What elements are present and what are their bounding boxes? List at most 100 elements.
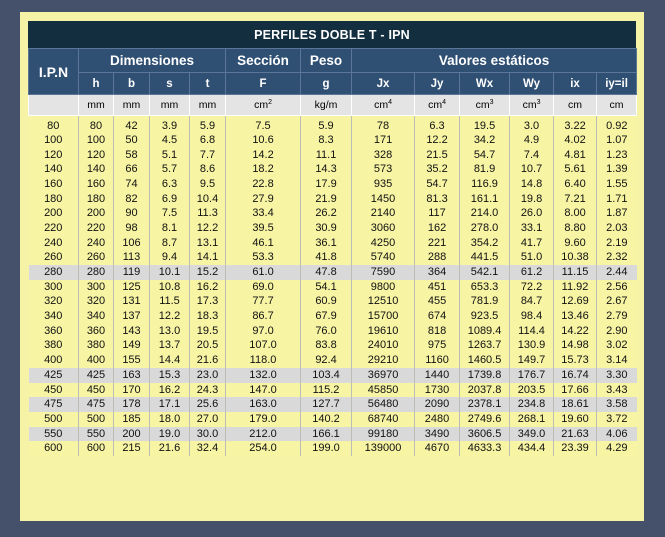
value-cell: 1.55: [596, 177, 637, 192]
value-cell: 163: [113, 368, 150, 383]
profile-size-cell: 475: [28, 397, 79, 413]
value-cell: 450: [78, 382, 114, 398]
value-cell: 340: [78, 309, 114, 324]
unit-cell: cm3: [459, 94, 511, 116]
value-cell: 10.6: [225, 133, 301, 148]
profile-size-cell: 200: [28, 206, 79, 222]
value-cell: 11.92: [553, 279, 597, 295]
value-cell: 212.0: [225, 426, 301, 442]
profile-size-cell: 550: [28, 426, 79, 442]
table-row: 260 260 113 9.4 14.1 53.3 41.8 5740 288 441.5 51.0…: [28, 250, 637, 266]
table-row: 240 240 106 8.7 13.1 46.1 36.1 4250 221 354.2 41.7…: [28, 235, 637, 251]
value-cell: 140: [78, 162, 114, 178]
value-cell: 32.4: [188, 441, 226, 457]
value-cell: 5.9: [300, 115, 352, 133]
value-cell: 434.4: [509, 441, 554, 457]
value-cell: 12.2: [414, 133, 460, 148]
value-cell: 11.5: [149, 294, 190, 310]
value-cell: 54.1: [300, 279, 352, 295]
profile-size-cell: 450: [28, 382, 79, 398]
value-cell: 5.61: [553, 162, 597, 178]
value-cell: 2.90: [596, 323, 637, 339]
value-cell: 8.3: [300, 133, 352, 148]
value-cell: 74: [113, 177, 150, 192]
table-row: 200 200 90 7.5 11.3 33.4 26.2 2140 117 214.0 26.0 8…: [28, 206, 637, 222]
table-row: 475 475 178 17.1 25.6 163.0 127.7 56480 2090 2378…: [28, 397, 637, 413]
value-cell: 300: [78, 279, 114, 295]
value-cell: 171: [351, 133, 415, 148]
value-cell: 127.7: [300, 397, 352, 413]
value-cell: 56480: [351, 397, 415, 413]
header-ipn: I.P.N: [28, 48, 79, 95]
value-cell: 6.3: [414, 115, 460, 133]
value-cell: 10.4: [188, 191, 226, 207]
value-cell: 10.1: [149, 265, 190, 280]
unit-label: mm: [87, 99, 105, 111]
value-cell: 160: [78, 177, 114, 192]
value-cell: 120: [78, 147, 114, 163]
units-row: mm mm mm mm cm2 kg/m cm4 cm4 cm3 cm3 cm cm: [28, 94, 638, 116]
value-cell: 21.9: [300, 191, 352, 207]
value-cell: 455: [414, 294, 460, 310]
value-cell: 47.8: [300, 265, 352, 280]
value-cell: 11.3: [188, 206, 226, 222]
value-cell: 19.5: [188, 323, 226, 339]
value-cell: 278.0: [459, 221, 510, 236]
profile-size-cell: 260: [28, 250, 79, 266]
profile-table-panel: PERFILES DOBLE T - IPN I.P.N Dimensiones…: [20, 12, 644, 521]
value-cell: 26.0: [509, 206, 554, 222]
value-cell: 12.2: [188, 221, 226, 236]
value-cell: 131: [113, 294, 150, 310]
subheader-cell: Wy: [509, 72, 555, 95]
value-cell: 5.7: [149, 162, 190, 178]
value-cell: 203.5: [509, 382, 554, 398]
table-row: 180 180 82 6.9 10.4 27.9 21.9 1450 81.3 161.1 19.8…: [28, 191, 637, 207]
unit-cell: kg/m: [300, 94, 353, 116]
subheader-cell: b: [113, 72, 150, 95]
table-row: 380 380 149 13.7 20.5 107.0 83.8 24010 975 1263.7…: [28, 338, 637, 354]
value-cell: 1460.5: [459, 353, 510, 368]
value-cell: 15700: [351, 309, 415, 324]
profile-size-cell: 80: [28, 115, 79, 133]
profile-size-cell: 220: [28, 221, 79, 236]
value-cell: 1440: [414, 368, 460, 383]
value-cell: 33.4: [225, 206, 301, 222]
profile-size-cell: 100: [28, 133, 79, 148]
value-cell: 3.30: [596, 368, 637, 383]
value-cell: 107.0: [225, 338, 301, 354]
value-cell: 161.1: [459, 191, 510, 207]
value-cell: 119: [113, 265, 150, 280]
value-cell: 92.4: [300, 353, 352, 368]
value-cell: 7.5: [149, 206, 190, 222]
value-cell: 6.8: [188, 133, 226, 148]
unit-label: kg/m: [314, 99, 338, 111]
table-row: 160 160 74 6.3 9.5 22.8 17.9 935 54.7 116.9 14.8 6.…: [28, 177, 637, 192]
value-cell: 18.61: [553, 397, 597, 413]
value-cell: 1.23: [596, 147, 637, 163]
value-cell: 1.39: [596, 162, 637, 178]
value-cell: 425: [78, 368, 114, 383]
value-cell: 58: [113, 147, 150, 163]
value-cell: 3.72: [596, 412, 637, 427]
value-cell: 99180: [351, 426, 415, 442]
value-cell: 8.7: [149, 235, 190, 251]
unit-cell: mm: [149, 94, 190, 116]
unit-label: mm: [160, 99, 179, 111]
unit-exponent: 2: [268, 99, 272, 106]
profile-size-cell: 320: [28, 294, 79, 310]
unit-cell: mm: [78, 94, 114, 116]
table-row: 140 140 66 5.7 8.6 18.2 14.3 573 35.2 81.9 10.7 5.6…: [28, 162, 637, 178]
value-cell: 2.79: [596, 309, 637, 324]
value-cell: 23.39: [553, 441, 597, 457]
value-cell: 818: [414, 323, 460, 339]
subheader-cell: h: [78, 72, 114, 95]
value-cell: 103.4: [300, 368, 352, 383]
value-cell: 98.4: [509, 309, 554, 324]
value-cell: 176.7: [509, 368, 554, 383]
value-cell: 1.87: [596, 206, 637, 222]
unit-label: cm: [522, 99, 537, 111]
value-cell: 13.7: [149, 338, 190, 354]
value-cell: 600: [78, 441, 114, 457]
value-cell: 4.29: [596, 441, 637, 457]
value-cell: 5.1: [149, 147, 190, 163]
